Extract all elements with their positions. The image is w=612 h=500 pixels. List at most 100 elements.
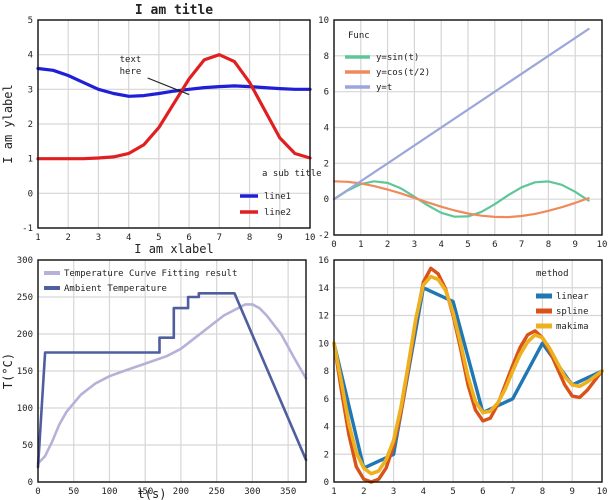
x-tick-label: 2	[361, 487, 366, 497]
x-tick-label: 100	[101, 487, 117, 497]
legend-title: Func	[348, 31, 370, 41]
series-line-line1	[36, 66, 312, 98]
annotation-text-line-1: text	[120, 55, 142, 65]
y-tick-label: 50	[22, 441, 33, 451]
series-line-temperature-curve-fitting-result	[36, 303, 308, 465]
x-tick-label: 150	[137, 487, 153, 497]
y-axis-label: T(°C)	[1, 353, 15, 389]
x-tick-label: 10	[305, 233, 316, 243]
legend-label: y=sin(t)	[376, 53, 419, 63]
x-tick-label: 4	[126, 233, 131, 243]
legend-label-line2: line2	[264, 208, 291, 218]
legend-panel-4: method linear spline makima	[536, 269, 589, 332]
y-tick-label: 0	[28, 478, 33, 488]
x-tick-label: 5	[156, 233, 161, 243]
y-tick-label: 3	[28, 85, 33, 95]
y-tick-label: 10	[318, 16, 329, 26]
legend-subtitle: a sub title	[262, 169, 322, 179]
x-tick-label: 8	[546, 240, 551, 250]
y-tick-label: 150	[17, 367, 33, 377]
axes-frame	[37, 259, 307, 483]
x-tick-label: 3	[96, 233, 101, 243]
series-line-spline	[332, 266, 604, 484]
y-tick-label: 0	[324, 478, 329, 488]
x-tick-label: 6	[186, 233, 191, 243]
y-tick-label: 14	[318, 284, 329, 294]
y-axis-label: I am ylabel	[1, 84, 15, 163]
x-tick-label: 200	[173, 487, 189, 497]
y-tick-label: 10	[318, 339, 329, 349]
x-tick-label: 9	[277, 233, 282, 243]
chart-panel-1: 1 2 3 4 5 6 7 8 9 10 -1 0 1 2 3 4 5 I am title I am xlabel…	[1, 3, 315, 256]
x-tick-label: 2	[385, 240, 390, 250]
x-tick-label: 1	[35, 233, 40, 243]
series-line-y-cos-t-2-	[332, 180, 590, 219]
x-tick-label: 50	[68, 487, 79, 497]
x-axis-label: t(s)	[138, 487, 167, 500]
x-tick-label: 2	[66, 233, 71, 243]
x-tick-label: 7	[217, 233, 222, 243]
y-tick-label: 0	[28, 189, 33, 199]
series-line-line2	[36, 53, 312, 161]
y-tick-label: 6	[324, 88, 329, 98]
legend-panel-2: Func y=sin(t) y=cos(t/2) y=t	[345, 31, 430, 93]
x-tick-label: 350	[280, 487, 296, 497]
y-tick-label: 100	[17, 404, 33, 414]
series-line-y-sin-t-	[332, 180, 590, 218]
legend-label: spline	[556, 307, 589, 317]
y-tick-label: 4	[324, 423, 329, 433]
y-tick-label: 2	[28, 120, 33, 130]
annotation-arrow	[147, 77, 190, 96]
x-tick-label: 3	[412, 240, 417, 250]
y-tick-label: 12	[318, 312, 329, 322]
legend-label: y=cos(t/2)	[376, 68, 430, 78]
y-tick-label: 6	[324, 395, 329, 405]
y-tick-label: 250	[17, 293, 33, 303]
legend-label: y=t	[376, 83, 392, 93]
y-tick-label: 300	[17, 256, 33, 266]
legend-label: Temperature Curve Fitting result	[64, 269, 237, 279]
x-tick-label: 1	[358, 240, 363, 250]
x-tick-label: 4	[438, 240, 443, 250]
x-tick-label: 9	[570, 487, 575, 497]
x-tick-label: 6	[480, 487, 485, 497]
series-line-ambient-temperature	[36, 291, 308, 469]
series-line-y-t	[332, 27, 590, 201]
x-tick-label: 7	[519, 240, 524, 250]
y-tick-label: 8	[324, 367, 329, 377]
annotation-text-line-2: here	[120, 67, 142, 77]
legend-label: makima	[556, 322, 589, 332]
x-tick-label: 0	[331, 240, 336, 250]
axes-frame	[333, 259, 603, 483]
x-tick-label: 8	[540, 487, 545, 497]
legend-panel-1: a sub title line1 line2 text here	[120, 55, 322, 218]
x-tick-label: 250	[209, 487, 225, 497]
y-tick-label: 1	[28, 155, 33, 165]
y-tick-label: 0	[324, 195, 329, 205]
y-tick-label: 5	[28, 16, 33, 26]
y-tick-label: 4	[324, 124, 329, 134]
axes-frame	[333, 19, 603, 236]
x-tick-label: 6	[492, 240, 497, 250]
x-tick-label: 7	[510, 487, 515, 497]
y-tick-label: 16	[318, 256, 329, 266]
x-tick-label: 10	[597, 487, 608, 497]
x-tick-label: 5	[450, 487, 455, 497]
chart-panel-3: 0 50 100 150 200 250 300 350 0 50 100 150 200 250 300 t…	[1, 256, 308, 500]
x-tick-label: 9	[572, 240, 577, 250]
y-tick-label: 4	[28, 51, 33, 61]
x-tick-label: 8	[247, 233, 252, 243]
legend-label-line1: line1	[264, 192, 291, 202]
x-tick-label: 1	[331, 487, 336, 497]
y-tick-label: -2	[318, 231, 329, 241]
x-tick-label: 4	[421, 487, 426, 497]
series-line-makima	[332, 274, 604, 476]
x-tick-label: 0	[35, 487, 40, 497]
y-tick-label: 8	[324, 52, 329, 62]
x-tick-label: 3	[391, 487, 396, 497]
y-tick-label: 2	[324, 450, 329, 460]
y-tick-label: 200	[17, 330, 33, 340]
